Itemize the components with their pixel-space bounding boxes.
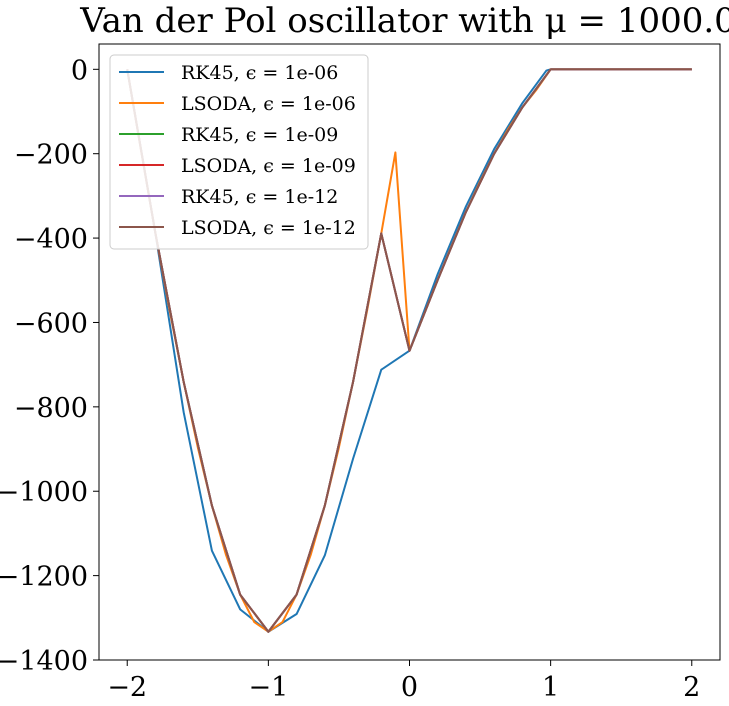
y-tick-label: −800 (14, 393, 88, 424)
x-tick-label: 0 (401, 672, 418, 703)
legend-label: LSODA, ϵ = 1e-06 (181, 93, 356, 115)
y-tick-label: −1400 (0, 646, 88, 677)
y-axis: 0 −200 −400 −600 −800 −1000 −1200 −1400 (0, 55, 99, 677)
series-line-6 (126, 68, 692, 633)
legend-label: LSODA, ϵ = 1e-09 (181, 155, 356, 177)
y-tick-label: −200 (14, 140, 88, 171)
legend: RK45, ϵ = 1e-06 LSODA, ϵ = 1e-06 RK45, ϵ =… (109, 54, 369, 250)
legend-box (109, 54, 369, 250)
series-line-1 (126, 68, 692, 633)
legend-label: LSODA, ϵ = 1e-12 (181, 217, 356, 239)
y-tick-label: −1000 (0, 477, 88, 508)
legend-label: RK45, ϵ = 1e-12 (181, 186, 338, 208)
x-tick-label: −2 (107, 672, 147, 703)
y-tick-label: −600 (14, 308, 88, 339)
x-axis: −2 −1 0 1 2 (107, 660, 700, 703)
legend-label: RK45, ϵ = 1e-06 (181, 62, 338, 84)
chart-title: Van der Pol oscillator with μ = 1000.0 (79, 1, 729, 41)
y-tick-label: 0 (71, 55, 88, 86)
x-tick-label: −1 (248, 672, 288, 703)
y-tick-label: −400 (14, 224, 88, 255)
y-tick-label: −1200 (0, 562, 88, 593)
x-tick-label: 1 (542, 672, 559, 703)
x-tick-label: 2 (683, 672, 700, 703)
series-layer (126, 68, 692, 633)
legend-label: RK45, ϵ = 1e-09 (181, 124, 338, 146)
